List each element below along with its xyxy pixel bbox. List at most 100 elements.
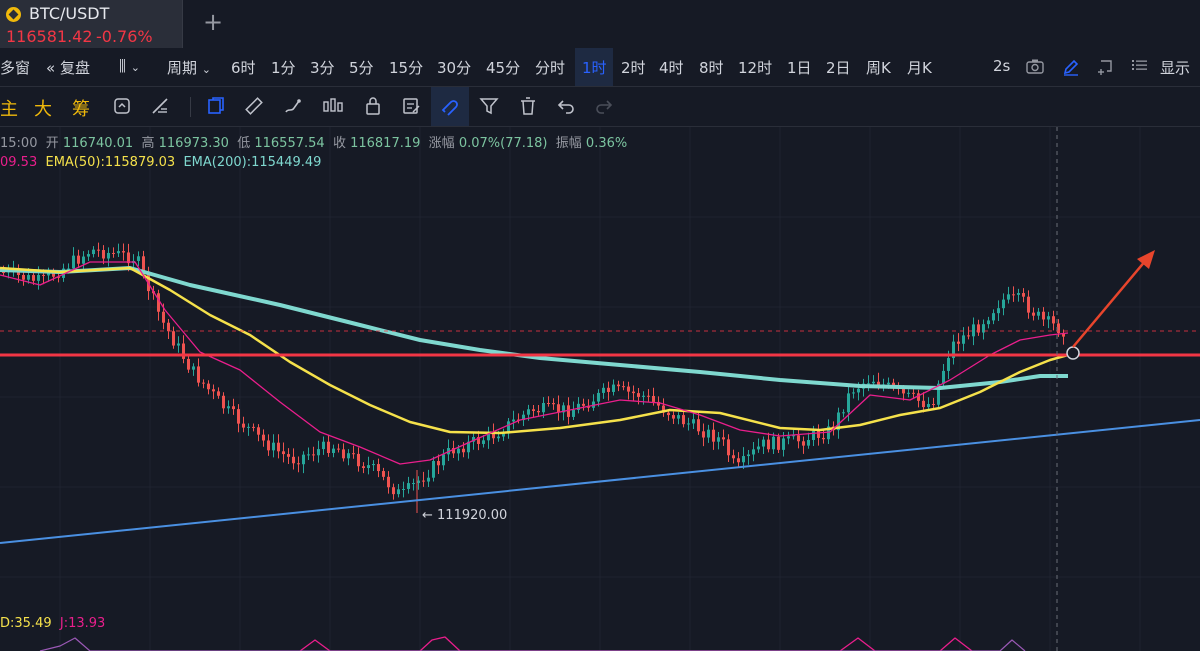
candle-body [522, 414, 525, 421]
candle-body [767, 439, 770, 450]
pencil-icon[interactable] [1062, 58, 1080, 80]
candle-body [972, 324, 975, 337]
interval-3m[interactable]: 3分 [310, 59, 335, 77]
interval-month[interactable]: 月K [907, 59, 932, 77]
list-icon[interactable] [1132, 58, 1148, 76]
candle-body [422, 480, 425, 482]
candle-body [752, 449, 755, 455]
candle-body [712, 429, 715, 442]
interval-12h[interactable]: 12时 [738, 59, 773, 77]
candle-body [1052, 316, 1055, 324]
candle-body [942, 370, 945, 384]
trash-icon[interactable] [517, 96, 539, 118]
filter-icon[interactable] [478, 96, 500, 118]
candle-body [217, 391, 220, 396]
ruler-icon[interactable] [243, 96, 265, 118]
refresh-rate[interactable]: 2s [993, 57, 1011, 75]
multi-window-button[interactable]: 多窗 [0, 59, 31, 77]
ohlc-info: 15:00 开 116740.01 高 116973.30 低 116557.5… [0, 132, 627, 151]
add-window-icon[interactable] [1096, 58, 1114, 80]
candle-body [42, 274, 45, 276]
candle-body [782, 438, 785, 450]
candle-body [232, 406, 235, 410]
interval-toolbar: 多窗 « 复盘 ⫼ ⌄ 周期 ⌄ 6时 1分 3分 5分 15分 30分 45分… [0, 48, 1200, 87]
candle-body [82, 256, 85, 264]
candle-body [642, 395, 645, 397]
period-dropdown[interactable]: 周期 ⌄ [167, 57, 211, 78]
close-label: 收 [332, 136, 346, 151]
candle-body [932, 404, 935, 406]
candle-body [622, 386, 625, 388]
candle-body [687, 423, 690, 425]
symbol-label: BTC/USDT [29, 4, 110, 23]
interval-2h[interactable]: 2时 [621, 59, 646, 77]
candle-body [297, 463, 300, 465]
measure-icon[interactable] [149, 96, 171, 118]
candle-body [957, 341, 960, 344]
interval-1h[interactable]: 1时 [582, 59, 607, 77]
brush-icon[interactable] [282, 96, 304, 118]
lock-icon[interactable] [362, 96, 384, 118]
undo-icon[interactable] [555, 96, 577, 118]
candle-body [237, 409, 240, 424]
candle-body [542, 403, 545, 413]
redo-icon[interactable] [593, 96, 615, 118]
candle-body [732, 455, 735, 459]
sync-icon[interactable] [111, 96, 133, 118]
interval-8h[interactable]: 8时 [699, 59, 724, 77]
interval-1m[interactable]: 1分 [271, 59, 296, 77]
candle-body [722, 437, 725, 440]
candle-body [917, 393, 920, 401]
cursor-icon[interactable] [205, 96, 227, 118]
main-chart-toggle[interactable]: 主 [0, 99, 18, 120]
candle-body [1017, 293, 1020, 295]
candle-body [967, 335, 970, 337]
candle-body [487, 432, 490, 441]
interval-15m[interactable]: 15分 [389, 59, 424, 77]
candle-body [402, 488, 405, 490]
interval-5m[interactable]: 5分 [349, 59, 374, 77]
camera-icon[interactable] [1026, 58, 1044, 78]
candle-body [457, 448, 460, 454]
candle-body [647, 395, 650, 397]
candle-body [817, 430, 820, 438]
candle-body [572, 409, 575, 417]
big-order-toggle[interactable]: 大 [34, 99, 52, 120]
interval-6h[interactable]: 6时 [231, 59, 256, 77]
candle-body [412, 483, 415, 485]
interval-1d[interactable]: 1日 [787, 59, 812, 77]
candle-body [377, 464, 380, 472]
interval-30m[interactable]: 30分 [437, 59, 472, 77]
note-icon[interactable] [400, 96, 422, 118]
interval-timeshare[interactable]: 分时 [535, 59, 566, 77]
candle-body [387, 476, 390, 488]
high-value: 116973.30 [158, 136, 229, 151]
candle-body [527, 409, 530, 415]
interval-45m[interactable]: 45分 [486, 59, 521, 77]
plus-icon[interactable]: + [203, 8, 224, 36]
candle-body [372, 464, 375, 466]
candles-icon[interactable] [322, 96, 344, 118]
candle-body [332, 448, 335, 453]
symbol-tab[interactable]: BTC/USDT 116581.42 -0.76% [0, 0, 183, 48]
candle-body [892, 382, 895, 387]
candle-body [77, 255, 80, 264]
candle-body [607, 387, 610, 392]
interval-2d[interactable]: 2日 [826, 59, 851, 77]
interval-week[interactable]: 周K [866, 59, 891, 77]
candlestick-chart[interactable]: ← 111920.00 [0, 127, 1200, 651]
replay-button[interactable]: « 复盘 [46, 57, 90, 78]
candle-body [357, 453, 360, 467]
chips-toggle[interactable]: 筹 [72, 99, 90, 120]
candle-time: 15:00 [0, 136, 38, 151]
candle-body [277, 442, 280, 452]
chart-type-button[interactable]: ⫼ ⌄ [119, 57, 140, 75]
candle-body [657, 401, 660, 406]
candle-body [292, 456, 295, 464]
candle-body [727, 439, 730, 456]
candle-body [947, 358, 950, 371]
magnet-icon[interactable] [431, 87, 469, 126]
display-button[interactable]: 显示 [1160, 59, 1191, 77]
candle-body [87, 254, 90, 257]
interval-4h[interactable]: 4时 [659, 59, 684, 77]
